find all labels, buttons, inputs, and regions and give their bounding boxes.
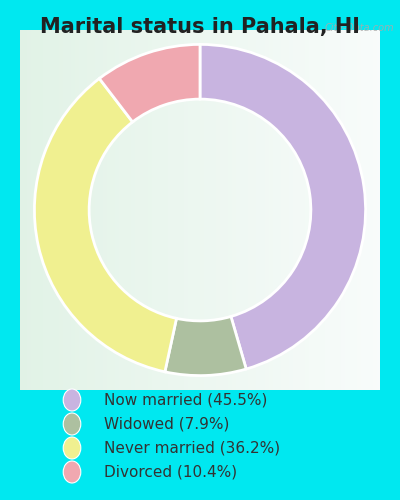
Text: City-Data.com: City-Data.com: [325, 23, 394, 33]
Wedge shape: [200, 44, 366, 369]
Text: Divorced (10.4%): Divorced (10.4%): [104, 464, 237, 479]
Wedge shape: [165, 316, 246, 376]
Text: Never married (36.2%): Never married (36.2%): [104, 440, 280, 456]
Text: Widowed (7.9%): Widowed (7.9%): [104, 416, 229, 432]
Wedge shape: [99, 44, 200, 122]
Text: Now married (45.5%): Now married (45.5%): [104, 392, 267, 407]
Wedge shape: [34, 78, 176, 372]
Text: Marital status in Pahala, HI: Marital status in Pahala, HI: [40, 18, 360, 38]
